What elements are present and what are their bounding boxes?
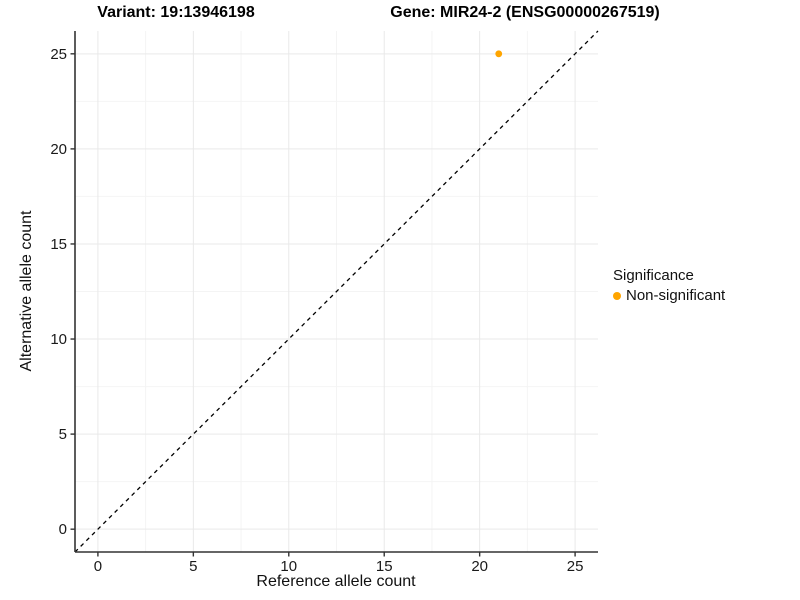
- x-tick-label: 5: [189, 558, 197, 575]
- x-tick-label: 0: [94, 558, 102, 575]
- y-tick-label: 0: [59, 521, 67, 538]
- legend-item-non-significant: Non-significant: [613, 287, 725, 304]
- legend: Significance Non-significant: [613, 267, 725, 304]
- y-tick-label: 25: [50, 46, 67, 63]
- x-axis-title: Reference allele count: [256, 573, 416, 590]
- y-tick-label: 5: [59, 426, 67, 443]
- legend-title: Significance: [613, 267, 694, 284]
- data-point: [495, 50, 503, 58]
- y-tick-label: 20: [50, 141, 67, 158]
- y-axis-title: Alternative allele count: [18, 210, 35, 372]
- legend-item-label: Non-significant: [626, 287, 726, 304]
- plot-title-gene: Gene: MIR24-2 (ENSG00000267519): [390, 4, 660, 21]
- plot-title-variant: Variant: 19:13946198: [97, 4, 255, 21]
- legend-key-dot-icon: [613, 291, 621, 300]
- x-tick-label: 25: [567, 558, 584, 575]
- y-tick-label: 15: [50, 236, 67, 253]
- identity-reference-line: [74, 30, 599, 553]
- x-tick-label: 15: [376, 558, 393, 575]
- y-tick-label: 10: [50, 331, 67, 348]
- x-tick-label: 10: [280, 558, 297, 575]
- x-tick-label: 20: [471, 558, 488, 575]
